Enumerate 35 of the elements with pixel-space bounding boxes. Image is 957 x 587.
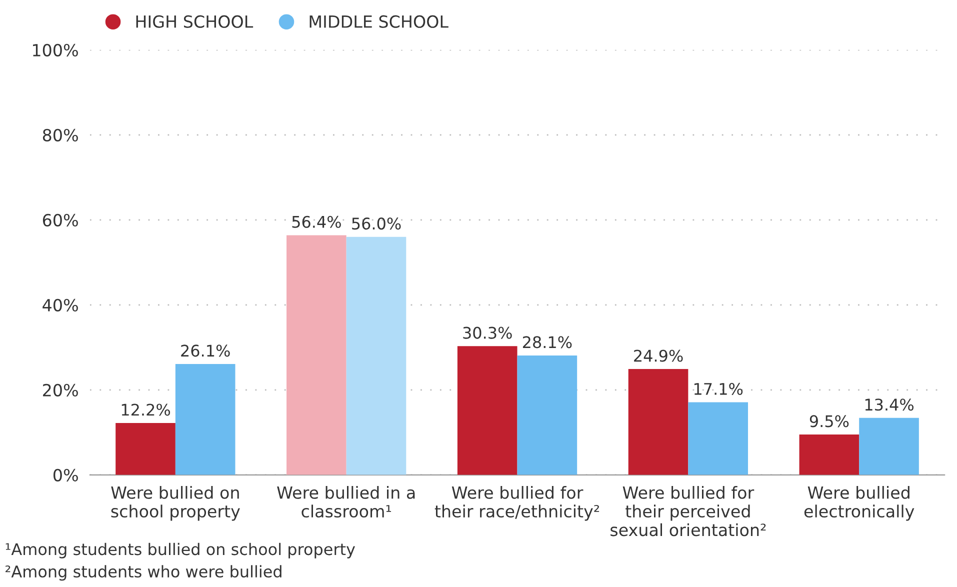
bar: [286, 235, 346, 475]
data-label: 56.0%: [352, 218, 401, 230]
x-tick-label: Were bullied on school property: [111, 486, 240, 521]
data-label: 26.1%: [181, 344, 230, 357]
y-tick-label: 40%: [42, 298, 78, 312]
x-tick-label: Were bullied for their perceived sexual orientation²: [610, 486, 766, 536]
data-label: 24.9%: [634, 350, 683, 362]
data-label: 56.4%: [292, 216, 341, 228]
data-label: 30.3%: [463, 326, 512, 339]
data-label: 9.5%: [810, 415, 849, 428]
data-label: 13.4%: [865, 398, 914, 411]
bar: [799, 434, 860, 475]
bar: [688, 402, 748, 475]
data-label: 28.1%: [522, 336, 572, 348]
x-tick-label: Were bullied for their race/ethnicity²: [434, 486, 600, 521]
x-tick-label: Were bullied electronically: [804, 486, 914, 521]
legend-label: MIDDLE SCHOOL: [310, 15, 448, 28]
bar: [116, 423, 176, 475]
bar: [175, 364, 236, 475]
y-tick-label: 80%: [42, 128, 78, 142]
data-label: 17.1%: [694, 382, 743, 395]
data-label: 12.2%: [122, 404, 170, 416]
legend-label: HIGH SCHOOL: [136, 15, 254, 28]
y-tick-label: 20%: [43, 384, 78, 396]
y-tick-label: 100%: [33, 44, 78, 56]
bar: [628, 369, 688, 475]
text: ²Among students who were bullied: [6, 565, 282, 581]
bar: [457, 346, 518, 475]
bar: [517, 355, 578, 475]
text: ¹Among students bullied on school property: [6, 542, 356, 558]
bar: [859, 418, 919, 475]
bar: [346, 236, 406, 475]
y-tick-label: 0%: [54, 468, 78, 482]
x-tick-label: Were bullied in a classroom¹: [277, 486, 415, 518]
y-tick-label: 60%: [42, 214, 78, 226]
